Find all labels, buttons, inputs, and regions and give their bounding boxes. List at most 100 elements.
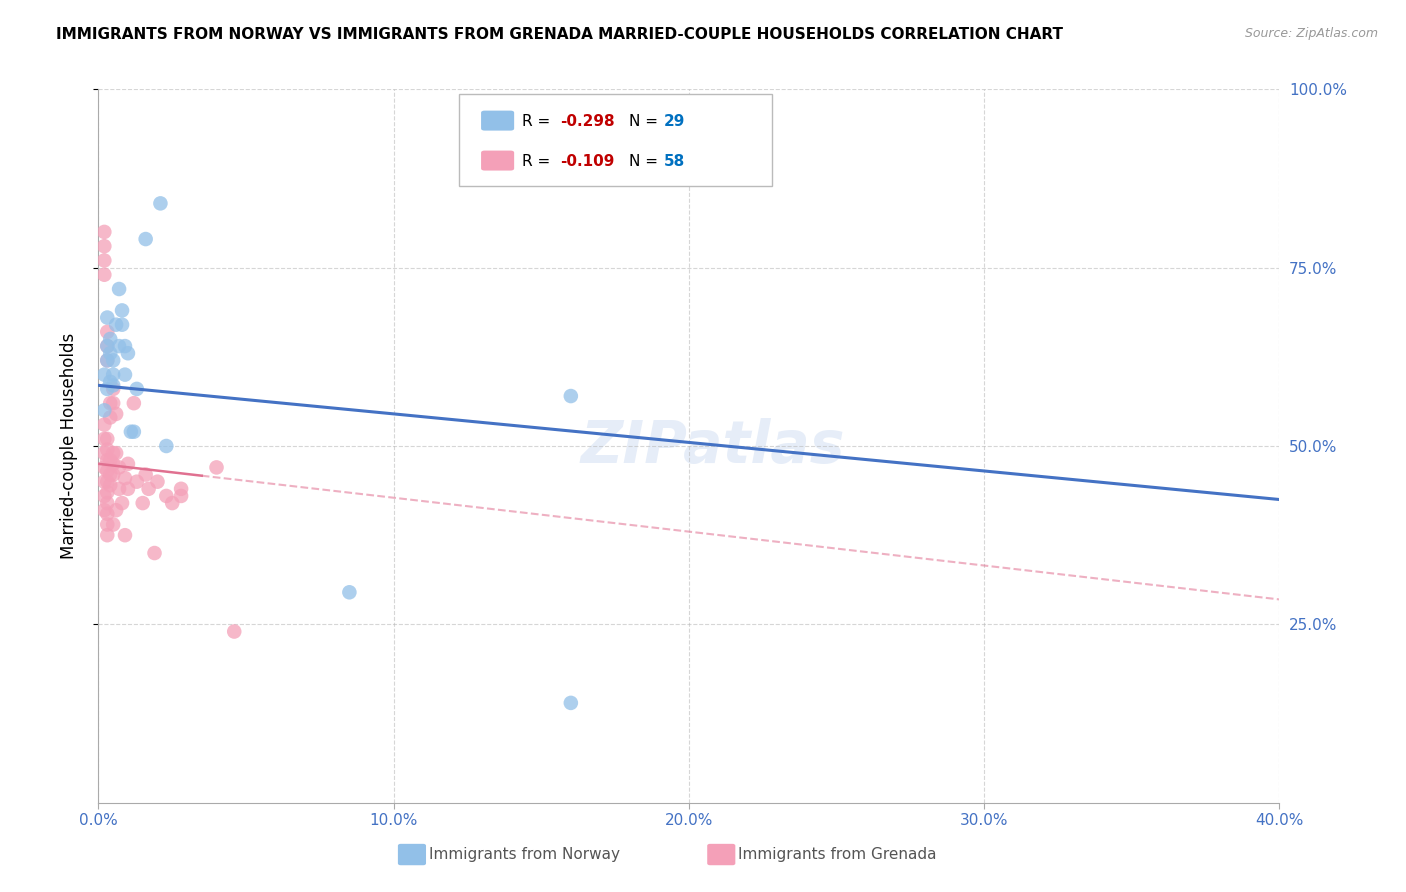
Point bbox=[96, 485, 118, 500]
Text: N =: N = bbox=[628, 153, 662, 169]
Point bbox=[103, 353, 125, 368]
Point bbox=[560, 696, 582, 710]
Point bbox=[205, 460, 228, 475]
Text: N =: N = bbox=[628, 114, 662, 128]
Point bbox=[96, 517, 118, 532]
Point bbox=[114, 528, 136, 542]
Point bbox=[96, 475, 118, 489]
Point bbox=[108, 339, 131, 353]
Point bbox=[96, 442, 118, 457]
Point bbox=[96, 339, 118, 353]
Point bbox=[93, 368, 115, 382]
Point bbox=[103, 457, 125, 471]
Point bbox=[93, 489, 115, 503]
Point bbox=[105, 318, 128, 332]
Point bbox=[103, 446, 125, 460]
Point bbox=[170, 482, 193, 496]
Point bbox=[108, 482, 131, 496]
Point bbox=[93, 503, 115, 517]
Point bbox=[98, 478, 121, 492]
Point bbox=[117, 482, 139, 496]
Point bbox=[96, 353, 118, 368]
Point bbox=[103, 467, 125, 482]
Point bbox=[143, 546, 166, 560]
Point bbox=[103, 378, 125, 392]
Point bbox=[162, 496, 183, 510]
Point bbox=[96, 453, 118, 467]
Point bbox=[117, 346, 139, 360]
Point bbox=[93, 446, 115, 460]
Point bbox=[560, 389, 582, 403]
Point bbox=[170, 489, 193, 503]
Point bbox=[96, 339, 118, 353]
Point bbox=[93, 225, 115, 239]
Point bbox=[98, 467, 121, 482]
Point bbox=[111, 496, 134, 510]
Point bbox=[155, 439, 177, 453]
Point bbox=[155, 489, 177, 503]
Point bbox=[98, 396, 121, 410]
Point bbox=[93, 417, 115, 432]
Text: -0.109: -0.109 bbox=[560, 153, 614, 169]
Point bbox=[117, 457, 139, 471]
Point bbox=[96, 382, 118, 396]
Point bbox=[98, 453, 121, 467]
Point bbox=[132, 496, 155, 510]
Point bbox=[93, 268, 115, 282]
Point bbox=[125, 475, 148, 489]
Point bbox=[96, 432, 118, 446]
Point bbox=[96, 310, 118, 325]
Point bbox=[93, 253, 115, 268]
Point bbox=[125, 382, 148, 396]
Text: 29: 29 bbox=[664, 114, 686, 128]
Point bbox=[98, 375, 121, 389]
Point bbox=[122, 396, 145, 410]
FancyBboxPatch shape bbox=[458, 95, 772, 186]
Point bbox=[122, 425, 145, 439]
Text: 58: 58 bbox=[664, 153, 685, 169]
Text: Immigrants from Norway: Immigrants from Norway bbox=[429, 847, 620, 862]
Point bbox=[96, 325, 118, 339]
Point bbox=[103, 368, 125, 382]
Point bbox=[108, 282, 131, 296]
Point bbox=[105, 446, 128, 460]
Point bbox=[93, 460, 115, 475]
Point bbox=[224, 624, 246, 639]
Point bbox=[114, 471, 136, 485]
Point bbox=[96, 507, 118, 521]
Point bbox=[96, 464, 118, 478]
Text: R =: R = bbox=[523, 153, 555, 169]
Point bbox=[105, 407, 128, 421]
Text: Immigrants from Grenada: Immigrants from Grenada bbox=[738, 847, 936, 862]
Point bbox=[93, 403, 115, 417]
Point bbox=[98, 332, 121, 346]
Point bbox=[114, 368, 136, 382]
Point bbox=[138, 482, 160, 496]
Point bbox=[103, 396, 125, 410]
Text: ZIPatlas: ZIPatlas bbox=[581, 417, 845, 475]
Y-axis label: Married-couple Households: Married-couple Households bbox=[59, 333, 77, 559]
Point bbox=[93, 475, 115, 489]
Point bbox=[103, 517, 125, 532]
FancyBboxPatch shape bbox=[481, 111, 515, 130]
Point bbox=[98, 410, 121, 425]
Point bbox=[146, 475, 169, 489]
Point bbox=[96, 528, 118, 542]
Text: Source: ZipAtlas.com: Source: ZipAtlas.com bbox=[1244, 27, 1378, 40]
Point bbox=[105, 503, 128, 517]
Point bbox=[149, 196, 172, 211]
Point bbox=[108, 460, 131, 475]
Point bbox=[96, 496, 118, 510]
Point bbox=[135, 232, 157, 246]
Point bbox=[93, 432, 115, 446]
Point bbox=[111, 318, 134, 332]
Point bbox=[98, 346, 121, 360]
Text: -0.298: -0.298 bbox=[560, 114, 614, 128]
Point bbox=[103, 382, 125, 396]
Text: R =: R = bbox=[523, 114, 555, 128]
Point bbox=[114, 339, 136, 353]
Point bbox=[96, 353, 118, 368]
Text: IMMIGRANTS FROM NORWAY VS IMMIGRANTS FROM GRENADA MARRIED-COUPLE HOUSEHOLDS CORR: IMMIGRANTS FROM NORWAY VS IMMIGRANTS FRO… bbox=[56, 27, 1063, 42]
Point bbox=[339, 585, 360, 599]
Point bbox=[93, 239, 115, 253]
